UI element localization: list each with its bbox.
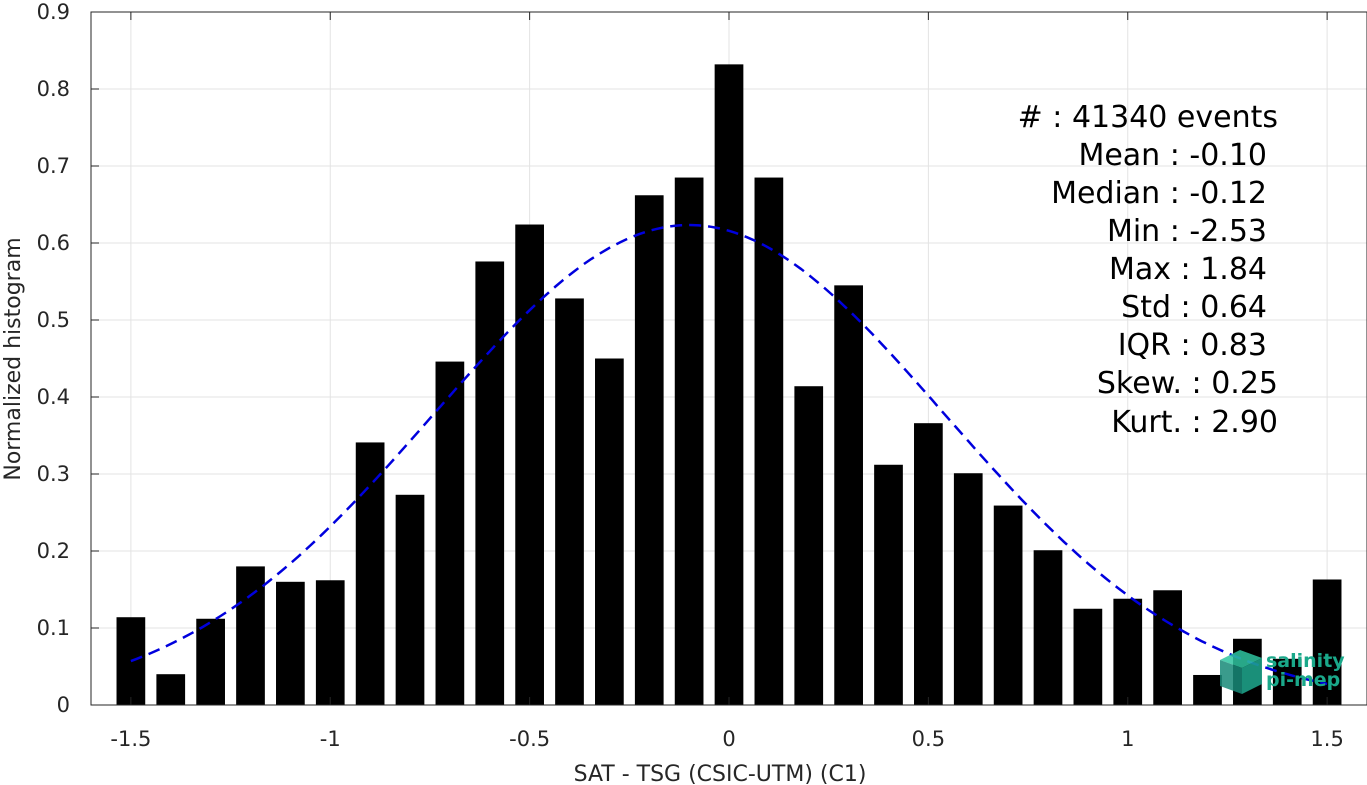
stat-max: Max : 1.84 xyxy=(1109,252,1267,287)
histogram-bar xyxy=(834,285,863,705)
y-tick-label: 0 xyxy=(57,693,70,717)
histogram-bar xyxy=(236,566,265,705)
histogram-bar xyxy=(993,505,1023,705)
axis-ticks xyxy=(91,11,1328,706)
x-tick-label: 0 xyxy=(722,727,735,751)
y-axis-label: Normalized histogram xyxy=(1,237,26,480)
histogram-bar xyxy=(276,581,305,705)
histogram-bars xyxy=(116,64,1342,706)
y-tick-label: 0.3 xyxy=(37,462,70,486)
y-tick-label: 0.6 xyxy=(37,231,70,255)
histogram-bar xyxy=(355,442,385,705)
histogram-bar xyxy=(315,580,345,705)
stat-iqr: IQR : 0.83 xyxy=(1118,328,1267,363)
x-tick-label: -1 xyxy=(320,727,341,751)
histogram-bar xyxy=(1312,579,1342,705)
histogram-bar xyxy=(555,298,584,705)
histogram-bar xyxy=(1193,674,1222,705)
histogram-bar xyxy=(953,473,983,705)
y-tick-label: 0.8 xyxy=(37,77,70,101)
y-tick-label: 0.4 xyxy=(37,385,70,409)
y-tick-label: 0.5 xyxy=(37,308,70,332)
x-tick-label: 1.5 xyxy=(1310,727,1343,751)
histogram-bar xyxy=(515,224,544,705)
salinity-pimep-logo: salinity pi-mep xyxy=(1220,650,1345,694)
histogram-bar xyxy=(156,674,186,705)
x-tick-label: 0.5 xyxy=(912,727,945,751)
histogram-bar xyxy=(196,618,225,705)
logo-line2: pi-mep xyxy=(1266,669,1340,691)
histogram-bar xyxy=(116,617,146,705)
x-tick-label: -1.5 xyxy=(110,727,151,751)
stat-skew: Skew. : 0.25 xyxy=(1097,366,1278,401)
y-tick-label: 0.2 xyxy=(37,539,70,563)
x-axis-label: SAT - TSG (CSIC-UTM) (C1) xyxy=(574,762,867,785)
histogram-bar xyxy=(874,464,903,705)
x-tick-label: 1 xyxy=(1121,727,1134,751)
histogram-bar xyxy=(1153,590,1182,705)
histogram-bar xyxy=(1033,550,1063,705)
histogram-bar xyxy=(1113,598,1143,705)
histogram-bar xyxy=(475,261,505,705)
stat-kurt: Kurt. : 2.90 xyxy=(1111,405,1278,440)
histogram-bar xyxy=(794,386,824,705)
stat-min: Min : -2.53 xyxy=(1107,214,1267,249)
histogram-bar xyxy=(754,177,784,706)
y-tick-label: 0.9 xyxy=(37,0,70,24)
stat-std: Std : 0.64 xyxy=(1121,290,1267,325)
x-tick-label: -0.5 xyxy=(509,727,550,751)
histogram-bar xyxy=(395,494,425,705)
histogram-bar xyxy=(674,177,704,706)
logo-line1: salinity xyxy=(1266,650,1345,672)
histogram-bar xyxy=(1073,608,1103,705)
tick-labels: -1.5 -1 -0.5 0 0.5 1 1.5 0 0.1 0.2 0.3 0.4 0.5 0.6 0.7… xyxy=(37,0,1344,751)
histogram-bar xyxy=(914,423,943,705)
statistics-annotation: # : 41340 events Mean : -0.10 Median : -… xyxy=(1018,100,1278,440)
stat-mean: Mean : -0.10 xyxy=(1078,138,1267,173)
stat-count: # : 41340 events xyxy=(1018,100,1278,135)
histogram-bar xyxy=(714,64,744,706)
y-tick-label: 0.1 xyxy=(37,616,70,640)
normal-fit-curve xyxy=(130,223,1328,686)
y-tick-label: 0.7 xyxy=(37,154,70,178)
histogram-bar xyxy=(435,361,465,705)
stat-median: Median : -0.12 xyxy=(1051,176,1267,211)
histogram-bar xyxy=(634,195,664,705)
cube-icon xyxy=(1220,650,1262,694)
histogram-bar xyxy=(595,358,624,705)
histogram-bar xyxy=(1272,658,1302,705)
